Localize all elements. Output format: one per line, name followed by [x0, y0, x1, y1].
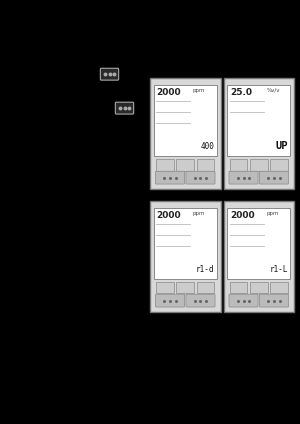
Bar	[154, 85, 217, 156]
Text: UP: UP	[275, 141, 288, 151]
Bar	[176, 159, 194, 170]
Text: 2000: 2000	[157, 88, 181, 97]
FancyBboxPatch shape	[115, 102, 134, 114]
Bar	[224, 78, 294, 189]
Bar	[197, 159, 214, 170]
Bar	[156, 282, 174, 293]
Text: 2000: 2000	[157, 211, 181, 220]
Bar	[270, 282, 288, 293]
Bar	[154, 208, 217, 279]
Bar	[230, 159, 247, 170]
Text: ppm: ppm	[193, 211, 206, 216]
FancyBboxPatch shape	[229, 171, 258, 184]
Bar	[227, 85, 290, 156]
Text: ppm: ppm	[193, 88, 206, 93]
Bar	[250, 159, 268, 170]
Bar	[230, 282, 247, 293]
Text: 400: 400	[201, 142, 214, 151]
Bar	[156, 159, 174, 170]
FancyBboxPatch shape	[186, 171, 215, 184]
Bar	[224, 201, 294, 312]
Text: r1-L: r1-L	[269, 265, 288, 274]
Bar	[270, 159, 288, 170]
FancyBboxPatch shape	[186, 294, 215, 307]
Text: ppm: ppm	[266, 211, 279, 216]
FancyBboxPatch shape	[229, 294, 258, 307]
FancyBboxPatch shape	[155, 294, 184, 307]
Bar	[197, 282, 214, 293]
FancyBboxPatch shape	[260, 294, 289, 307]
Bar	[150, 78, 220, 189]
Bar	[250, 282, 268, 293]
FancyBboxPatch shape	[260, 171, 289, 184]
Text: 25.0: 25.0	[230, 88, 252, 97]
Text: 2000: 2000	[230, 211, 255, 220]
Text: %v/v: %v/v	[266, 88, 280, 93]
FancyBboxPatch shape	[155, 171, 184, 184]
Bar	[150, 201, 220, 312]
FancyBboxPatch shape	[100, 68, 119, 80]
Text: r1-d: r1-d	[196, 265, 214, 274]
Bar	[176, 282, 194, 293]
Bar	[227, 208, 290, 279]
